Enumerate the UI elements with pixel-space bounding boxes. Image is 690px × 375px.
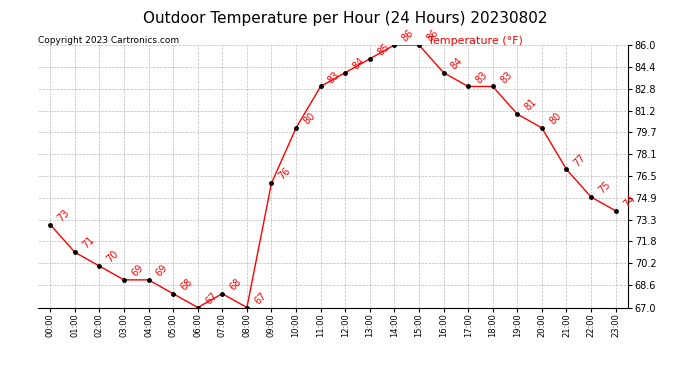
- Text: 71: 71: [80, 235, 96, 251]
- Text: 85: 85: [375, 42, 391, 57]
- Text: Copyright 2023 Cartronics.com: Copyright 2023 Cartronics.com: [38, 36, 179, 45]
- Text: Outdoor Temperature per Hour (24 Hours) 20230802: Outdoor Temperature per Hour (24 Hours) …: [143, 11, 547, 26]
- Text: 80: 80: [302, 111, 317, 126]
- Text: 76: 76: [277, 166, 293, 182]
- Text: 75: 75: [597, 180, 613, 196]
- Text: 70: 70: [105, 249, 121, 265]
- Text: 69: 69: [154, 263, 170, 279]
- Text: 73: 73: [56, 207, 72, 223]
- Text: 74: 74: [621, 194, 637, 209]
- Text: 67: 67: [204, 290, 219, 306]
- Text: Temperature (°F): Temperature (°F): [428, 36, 523, 46]
- Text: 84: 84: [351, 56, 366, 71]
- Text: 77: 77: [572, 152, 588, 168]
- Text: 86: 86: [400, 28, 415, 44]
- Text: 83: 83: [473, 69, 489, 85]
- Text: 84: 84: [449, 56, 465, 71]
- Text: 69: 69: [130, 263, 146, 279]
- Text: 80: 80: [547, 111, 563, 126]
- Text: 81: 81: [523, 97, 539, 113]
- Text: 68: 68: [179, 276, 195, 292]
- Text: 86: 86: [424, 28, 440, 44]
- Text: 83: 83: [498, 69, 514, 85]
- Text: 83: 83: [326, 69, 342, 85]
- Text: 68: 68: [228, 276, 244, 292]
- Text: 67: 67: [253, 290, 268, 306]
